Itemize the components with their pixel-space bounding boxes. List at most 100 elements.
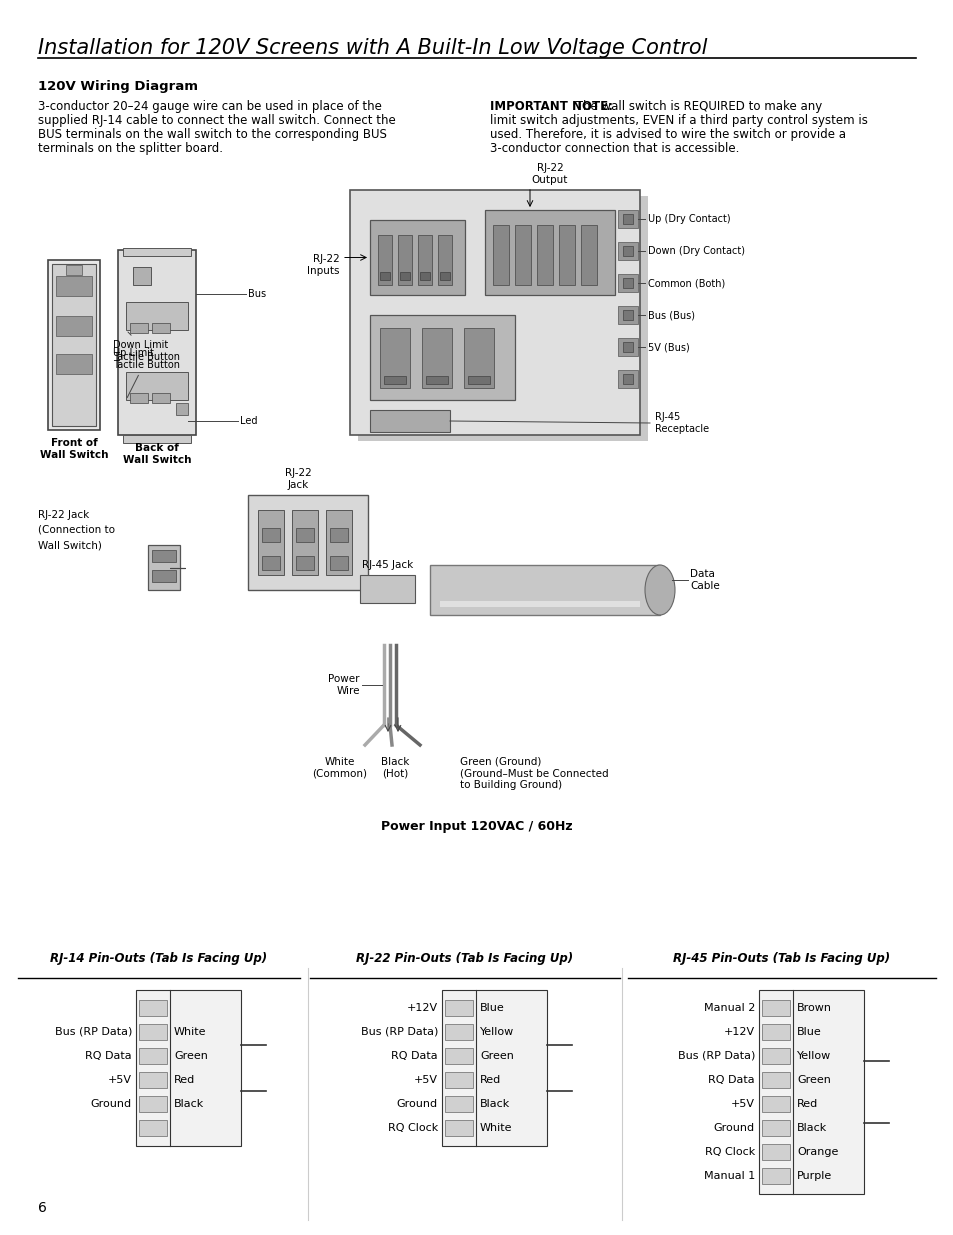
Text: +5V: +5V (730, 1099, 754, 1109)
Text: Red: Red (796, 1099, 818, 1109)
Bar (139, 1000, 167, 1016)
Bar (463, 329, 494, 388)
Bar (439, 601, 639, 606)
Bar (379, 329, 410, 388)
Text: Ground: Ground (91, 1099, 132, 1109)
Bar (419, 272, 430, 280)
Bar (468, 375, 490, 384)
Bar (130, 393, 148, 403)
Bar (357, 196, 647, 441)
Text: Yellow: Yellow (796, 1051, 830, 1061)
Text: RQ Data: RQ Data (708, 1074, 754, 1086)
Text: Up (Dry Contact): Up (Dry Contact) (647, 214, 730, 224)
Bar (537, 225, 553, 285)
Bar (399, 272, 410, 280)
Text: Orange: Orange (796, 1147, 838, 1157)
Text: limit switch adjustments, EVEN if a third party control system is: limit switch adjustments, EVEN if a thir… (490, 114, 867, 127)
Text: RQ Data: RQ Data (85, 1051, 132, 1061)
Text: RJ-22
Inputs: RJ-22 Inputs (307, 254, 339, 275)
Text: 5V (Bus): 5V (Bus) (647, 342, 689, 352)
Bar (515, 225, 531, 285)
Text: Ground: Ground (713, 1123, 754, 1132)
Text: Red: Red (479, 1074, 500, 1086)
Bar (370, 315, 515, 400)
Text: RQ Clock: RQ Clock (387, 1123, 437, 1132)
Text: Front of: Front of (51, 438, 97, 448)
Bar (622, 342, 633, 352)
Bar (295, 556, 314, 571)
Bar (377, 235, 392, 285)
Text: 3-conductor 20–24 gauge wire can be used in place of the: 3-conductor 20–24 gauge wire can be used… (38, 100, 381, 112)
Bar (248, 495, 368, 590)
Bar (761, 1072, 789, 1088)
Text: used. Therefore, it is advised to wire the switch or provide a: used. Therefore, it is advised to wire t… (490, 128, 845, 141)
Text: Wall Switch: Wall Switch (40, 450, 108, 459)
Text: RJ-22 Pin-Outs (Tab Is Facing Up): RJ-22 Pin-Outs (Tab Is Facing Up) (356, 952, 573, 965)
Text: Purple: Purple (796, 1171, 831, 1181)
Bar (139, 1049, 167, 1065)
Text: Bus (Bus): Bus (Bus) (647, 310, 695, 320)
Bar (618, 370, 638, 388)
Bar (558, 225, 575, 285)
Text: Black: Black (173, 1099, 204, 1109)
Text: Down Limit
Tactile Button: Down Limit Tactile Button (112, 332, 180, 362)
Bar (370, 410, 450, 432)
Bar (326, 510, 352, 576)
Text: Black
(Hot): Black (Hot) (380, 757, 409, 778)
Text: Manual 2: Manual 2 (703, 1003, 754, 1013)
Bar (622, 278, 633, 288)
Ellipse shape (644, 564, 675, 615)
Text: Red: Red (173, 1074, 195, 1086)
Text: Down (Dry Contact): Down (Dry Contact) (647, 246, 744, 256)
Text: RJ-22
Output: RJ-22 Output (531, 163, 568, 185)
Bar (622, 374, 633, 384)
Text: Up Limit
Tactile Button: Up Limit Tactile Button (112, 348, 180, 398)
Text: IMPORTANT NOTE:: IMPORTANT NOTE: (490, 100, 613, 112)
Bar (493, 225, 509, 285)
Bar (292, 510, 317, 576)
Bar (444, 1120, 473, 1136)
Bar (761, 1144, 789, 1160)
Bar (152, 571, 175, 582)
Bar (417, 235, 432, 285)
Bar (56, 275, 91, 296)
Bar (761, 1168, 789, 1184)
Bar (148, 545, 180, 590)
Bar (484, 210, 615, 295)
Bar (421, 329, 452, 388)
Text: Common (Both): Common (Both) (647, 278, 724, 288)
Bar (139, 1024, 167, 1040)
Text: 120V Wiring Diagram: 120V Wiring Diagram (38, 80, 198, 93)
Text: Installation for 120V Screens with A Built-In Low Voltage Control: Installation for 120V Screens with A Bui… (38, 38, 706, 58)
Bar (618, 306, 638, 324)
Bar (66, 266, 82, 275)
Text: Power Input 120VAC / 60Hz: Power Input 120VAC / 60Hz (381, 820, 572, 832)
Bar (761, 1024, 789, 1040)
Text: White: White (479, 1123, 512, 1132)
Bar (139, 1072, 167, 1088)
Text: Bus (RP Data): Bus (RP Data) (360, 1028, 437, 1037)
Bar (441, 990, 546, 1146)
Bar (622, 246, 633, 256)
Bar (397, 235, 412, 285)
Text: Power
Wire: Power Wire (328, 674, 359, 695)
Bar (257, 510, 284, 576)
Text: White: White (173, 1028, 206, 1037)
Text: RQ Data: RQ Data (391, 1051, 437, 1061)
Text: terminals on the splitter board.: terminals on the splitter board. (38, 142, 223, 156)
Bar (759, 990, 863, 1194)
Text: +12V: +12V (723, 1028, 754, 1037)
Bar (622, 214, 633, 224)
Text: RJ-22
Jack: RJ-22 Jack (284, 468, 311, 490)
Text: Green: Green (479, 1051, 514, 1061)
Bar (761, 1000, 789, 1016)
Text: (Connection to: (Connection to (38, 525, 115, 535)
Text: Black: Black (479, 1099, 510, 1109)
Bar (152, 393, 170, 403)
Bar (444, 1049, 473, 1065)
Text: Bus (RP Data): Bus (RP Data) (677, 1051, 754, 1061)
Bar (618, 338, 638, 356)
Bar (444, 1095, 473, 1112)
Text: RJ-45 Pin-Outs (Tab Is Facing Up): RJ-45 Pin-Outs (Tab Is Facing Up) (673, 952, 890, 965)
Bar (152, 550, 175, 562)
